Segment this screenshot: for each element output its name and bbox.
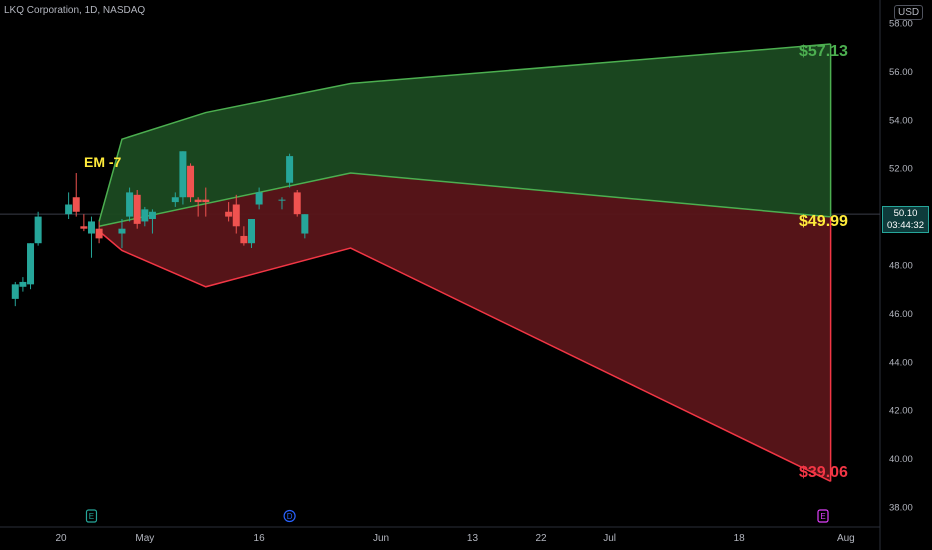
x-tick-label: 16 [254,533,266,544]
countdown-timer: 03:44:32 [887,220,924,231]
y-tick-label: 56.00 [889,67,913,78]
x-tick-label: 22 [535,533,547,544]
x-tick-label: 13 [467,533,479,544]
y-tick-label: 38.00 [889,503,913,514]
candle-body [286,156,294,183]
x-tick-label: May [135,533,154,544]
level-label-lower: $39.06 [799,464,848,481]
candle-body [255,192,263,205]
candle-body [19,281,27,287]
y-tick-label: 40.00 [889,454,913,465]
candle-body [118,228,126,234]
candle-body [248,219,255,244]
upper-bound-line [98,43,831,222]
lower-bound-line [98,230,831,483]
y-tick-label: 44.00 [889,357,913,368]
candle-body [126,192,134,217]
currency-button[interactable]: USD [894,5,924,20]
y-tick-label: 48.00 [889,261,913,272]
candle-body [232,204,240,227]
level-label-mid: $49.99 [799,213,848,230]
y-tick-label: 52.00 [889,164,913,175]
candle-body [179,151,187,198]
x-tick-label: Jul [603,533,616,544]
earnings-marker [85,509,98,523]
earnings-marker [817,509,829,523]
candle-body [278,199,286,201]
candle-body [240,235,248,244]
dividend-marker [283,509,296,523]
candle-body [34,216,42,244]
candle-body [133,194,141,224]
candle-body [225,211,233,217]
candle-body [187,165,195,198]
current-price-value: 50.10 [893,208,918,219]
candle-body [148,211,156,220]
x-tick-label: 18 [734,533,746,544]
candle-body [293,192,301,215]
downside-range-area [99,173,831,482]
symbol-header: LKQ Corporation, 1D, NASDAQ [4,5,146,16]
mid-line [98,172,831,228]
candle-body [27,243,35,285]
candle-body [301,214,309,234]
current-price-badge: 50.10 03:44:32 [882,206,929,233]
event-marker-label: E [820,512,825,521]
candle-body [171,197,179,203]
candle-body [202,199,210,203]
level-label-upper: $57.13 [799,43,848,60]
expected-move-label: EM -7 [84,154,122,170]
event-marker-label: D [287,512,293,521]
candle-body [11,284,19,299]
y-tick-label: 54.00 [889,115,913,126]
x-tick-label: Jun [373,533,389,544]
event-marker-label: E [89,512,94,521]
x-tick-label: Aug [837,533,855,544]
candle-body [95,228,103,239]
candle-body [65,204,73,215]
candle-body [141,209,149,222]
candle-body [87,221,95,234]
y-tick-label: 58.00 [889,19,913,30]
x-tick-label: 20 [55,533,67,544]
upside-range-area [99,44,831,227]
candle-body [80,226,88,229]
y-tick-label: 42.00 [889,406,913,417]
candle-body [194,199,202,203]
y-tick-label: 46.00 [889,309,913,320]
candle-body [72,197,80,212]
